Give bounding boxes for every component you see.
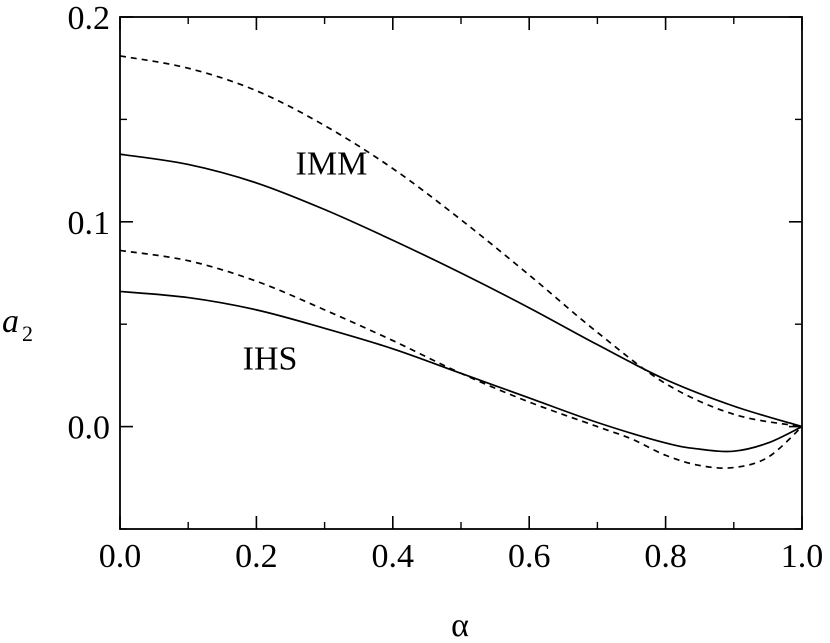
x-tick-label: 0.6 [508,538,551,575]
tick-labels-layer: 0.0 0.2 0.4 0.6 0.8 1.0 0.0 0.1 0.2 [68,0,824,575]
x-tick-label: 0.2 [235,538,278,575]
x-axis-title: α [451,607,469,643]
y-tick-label: 0.2 [68,0,111,37]
curve-annotation-imm: IMM [296,146,368,183]
x-tick-label: 1.0 [781,538,824,575]
x-tick-label: 0.0 [99,538,142,575]
curve-annotation-ihs: IHS [243,340,298,377]
ihs-solid-curve [119,290,803,453]
x-tick-label: 0.8 [644,538,687,575]
imm-solid-curve [119,153,803,428]
series-layer [119,55,803,469]
y-axis-title-subscript: 2 [22,321,33,346]
annotations-layer: IMM IHS [243,146,368,378]
ihs-dashed-curve [119,249,803,469]
imm-dashed-curve [119,55,803,428]
y-axis-title-main: a [2,303,19,340]
x-tick-label: 0.4 [372,538,415,575]
y-tick-label: 0.1 [68,205,111,242]
y-tick-label: 0.0 [68,410,111,447]
